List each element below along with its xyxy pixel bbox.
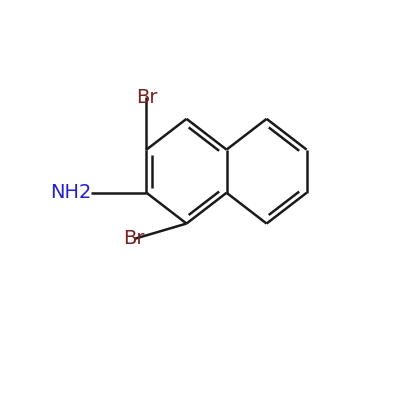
Text: Br: Br xyxy=(124,230,145,248)
Text: NH2: NH2 xyxy=(50,183,91,202)
Text: Br: Br xyxy=(136,88,157,107)
